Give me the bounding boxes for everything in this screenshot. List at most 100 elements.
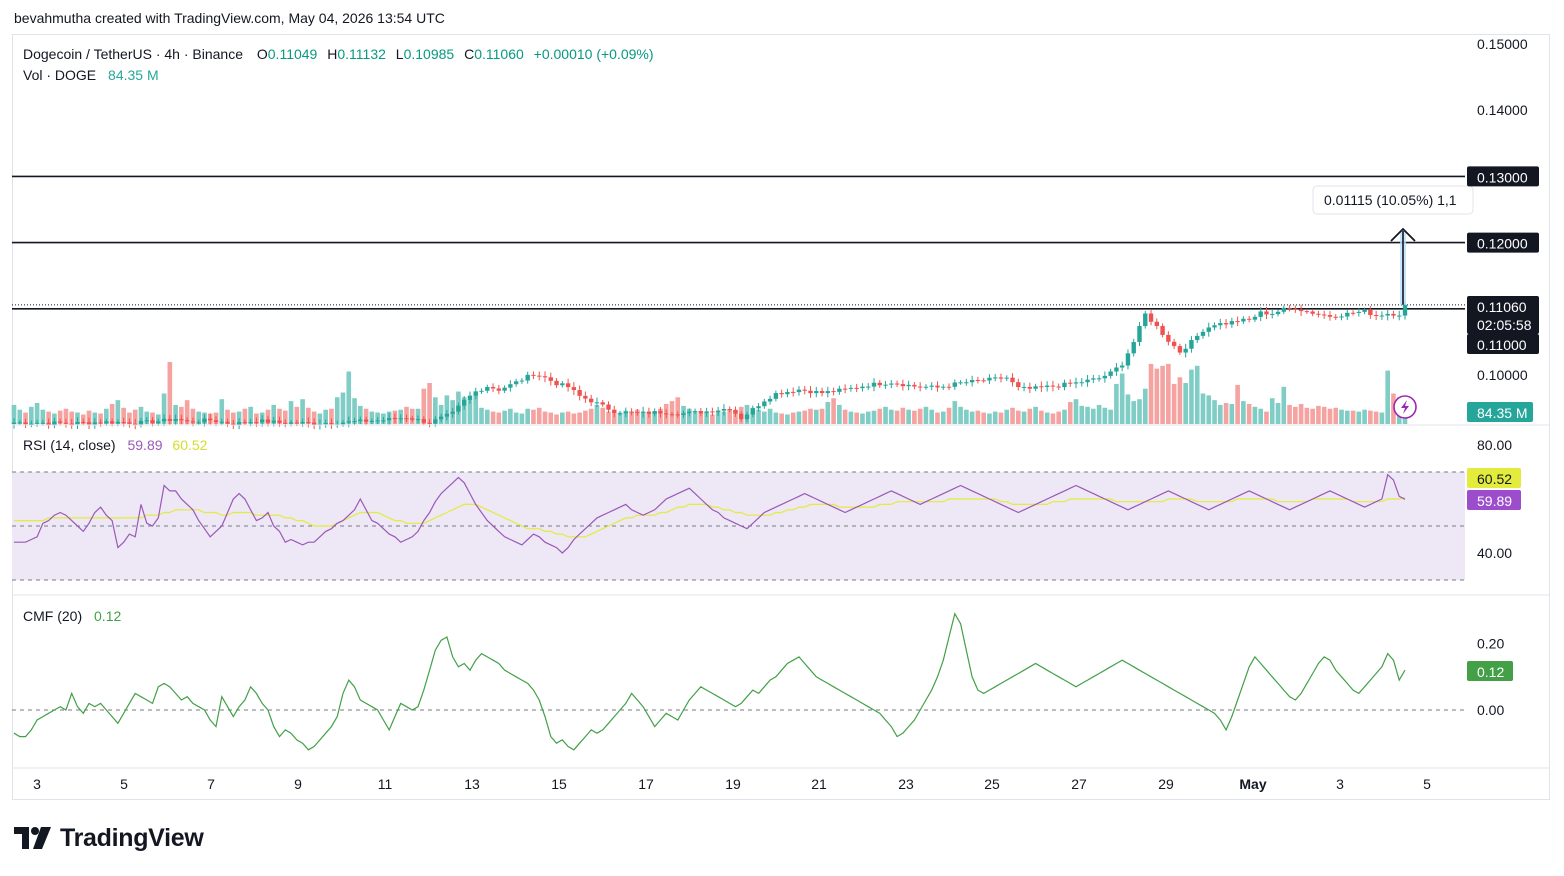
candle-body xyxy=(681,413,686,415)
time-tick-label: 13 xyxy=(464,776,480,792)
candle-body xyxy=(1322,314,1327,316)
candle-body xyxy=(433,419,438,424)
candle-body xyxy=(438,416,444,420)
symbol-title[interactable]: Dogecoin / TetherUS · 4h · Binance xyxy=(23,46,243,62)
candle-body xyxy=(750,408,755,415)
volume-bar xyxy=(1015,410,1021,424)
candle-body xyxy=(929,385,934,387)
time-tick-label: May xyxy=(1239,776,1266,792)
volume-bar xyxy=(779,413,784,424)
cmf-label[interactable]: CMF (20) xyxy=(23,608,83,624)
volume-bar xyxy=(473,393,479,424)
volume-bar xyxy=(502,410,507,424)
volume-bar xyxy=(762,411,767,424)
volume-bar xyxy=(57,410,63,424)
volume-bar xyxy=(704,413,709,424)
volume-bar xyxy=(594,404,600,424)
volume-bar xyxy=(1269,398,1275,424)
volume-bar xyxy=(17,409,23,424)
candle-body xyxy=(819,391,825,394)
candle-body xyxy=(779,393,784,395)
horizontal-levels[interactable] xyxy=(12,175,1465,310)
last-price-badge: 0.11060 xyxy=(1477,299,1527,315)
volume-bar xyxy=(877,408,883,424)
time-axis[interactable]: 3 5 7 9 11 13 15 17 19 21 23 25 27 29 May 3 5 xyxy=(33,776,1431,792)
volume-bar xyxy=(334,397,340,424)
candle-body xyxy=(40,422,46,424)
volume-bar xyxy=(917,408,923,424)
volume-bar xyxy=(1333,407,1339,424)
time-tick-label: 9 xyxy=(294,776,302,792)
volume-bars xyxy=(11,362,1408,424)
candle-body xyxy=(23,422,28,425)
volume-bar xyxy=(63,408,69,424)
measure-tooltip: 0.01115 (10.05%) 1,1 xyxy=(1324,192,1457,208)
rsi-label[interactable]: RSI (14, close) xyxy=(23,437,116,453)
candle-body xyxy=(57,421,63,423)
volume-bar xyxy=(1154,368,1160,424)
volume-bar xyxy=(1062,409,1067,424)
rsi-ma-badge: 60.52 xyxy=(1477,471,1512,487)
volume-bar xyxy=(231,412,236,424)
volume-bar xyxy=(69,411,75,424)
candle-body xyxy=(150,420,155,424)
volume-bar xyxy=(565,411,571,424)
candle-body xyxy=(340,422,346,425)
volume-bar xyxy=(560,412,565,424)
candle-body xyxy=(1096,378,1102,380)
candle-body xyxy=(542,376,548,378)
price-tick-label: 0.10000 xyxy=(1477,367,1528,383)
volume-bar xyxy=(421,388,427,424)
candle-body xyxy=(831,391,836,393)
price-candles xyxy=(11,300,1408,430)
candle-body xyxy=(785,391,790,395)
candle-body xyxy=(744,414,750,420)
candle-body xyxy=(479,390,484,392)
volume-bar xyxy=(987,413,992,424)
volume-bar xyxy=(923,406,929,424)
close-label: C xyxy=(464,46,475,62)
volume-bar xyxy=(969,411,975,424)
volume-bar xyxy=(1246,403,1252,424)
candle-body xyxy=(906,384,911,387)
candle-body xyxy=(652,411,657,414)
candle-body xyxy=(404,418,409,420)
price-range-measure[interactable]: 0.01115 (10.05%) 1,1 xyxy=(1312,185,1474,305)
candle-body xyxy=(941,386,946,388)
candle-body xyxy=(167,418,173,421)
time-tick-label: 3 xyxy=(1336,776,1344,792)
volume-bar xyxy=(167,362,173,424)
volume-bar xyxy=(675,397,681,424)
candle-body xyxy=(975,380,981,382)
candle-body xyxy=(889,383,894,385)
price-axis[interactable]: 0.15000 0.14000 0.10000 xyxy=(1477,36,1528,383)
candle-body xyxy=(1402,304,1408,316)
volume-bar xyxy=(871,410,877,424)
volume-bar xyxy=(952,401,958,424)
candle-body xyxy=(190,421,196,423)
last-price-badge-bg xyxy=(1467,296,1539,334)
candle-body xyxy=(1200,331,1206,336)
candle-body xyxy=(456,405,461,412)
candle-body xyxy=(242,422,248,424)
rsi-badge: 59.89 xyxy=(1477,493,1512,509)
candle-body xyxy=(802,389,807,391)
candle-body xyxy=(1050,385,1056,387)
candle-body xyxy=(525,374,530,381)
rsi-tick-label: 40.00 xyxy=(1477,545,1512,561)
volume-bar xyxy=(525,408,530,424)
volume-bar xyxy=(1114,383,1119,424)
lightning-icon[interactable] xyxy=(1393,395,1417,419)
volume-bar xyxy=(1275,403,1281,424)
volume-bar xyxy=(935,412,940,424)
volume-bar xyxy=(1102,407,1108,424)
candle-body xyxy=(1062,382,1067,388)
volume-label[interactable]: Vol · DOGE xyxy=(23,67,97,83)
volume-bar xyxy=(1379,412,1385,424)
candle-body xyxy=(1010,377,1015,383)
candle-body xyxy=(1189,340,1194,349)
candle-body xyxy=(363,419,369,422)
tradingview-logo[interactable]: TradingView xyxy=(14,822,204,854)
candle-body xyxy=(1385,313,1390,316)
